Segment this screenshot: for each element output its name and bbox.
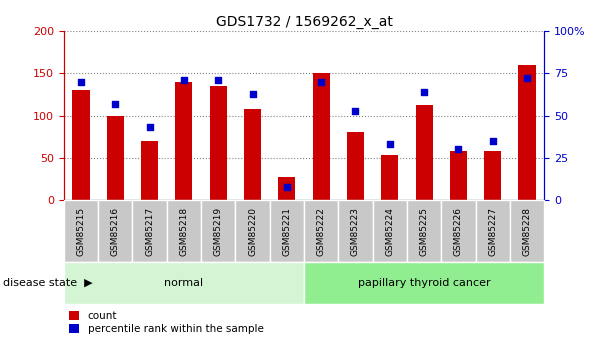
Text: GSM85217: GSM85217 xyxy=(145,207,154,256)
Point xyxy=(351,108,361,113)
Text: GSM85222: GSM85222 xyxy=(317,207,326,256)
Point xyxy=(522,76,532,81)
Bar xyxy=(64,262,304,304)
Bar xyxy=(175,82,193,200)
Text: GSM85228: GSM85228 xyxy=(522,207,531,256)
Bar xyxy=(381,155,398,200)
Point xyxy=(145,125,154,130)
Point xyxy=(179,77,188,83)
Point xyxy=(488,138,497,144)
Point xyxy=(419,89,429,95)
Text: GSM85223: GSM85223 xyxy=(351,207,360,256)
Text: GSM85227: GSM85227 xyxy=(488,207,497,256)
Bar xyxy=(475,200,510,262)
Bar xyxy=(407,200,441,262)
Bar xyxy=(98,200,133,262)
Bar xyxy=(141,141,158,200)
Text: GSM85215: GSM85215 xyxy=(77,207,86,256)
Text: GSM85224: GSM85224 xyxy=(385,207,394,256)
Bar xyxy=(201,200,235,262)
Bar xyxy=(107,116,124,200)
Bar xyxy=(510,200,544,262)
Bar xyxy=(484,151,501,200)
Point xyxy=(111,101,120,107)
Text: normal: normal xyxy=(164,278,204,288)
Bar xyxy=(133,200,167,262)
Text: GSM85220: GSM85220 xyxy=(248,207,257,256)
Bar xyxy=(450,151,467,200)
Point xyxy=(454,147,463,152)
Text: disease state  ▶: disease state ▶ xyxy=(3,278,92,288)
Point xyxy=(316,79,326,85)
Point xyxy=(282,184,292,189)
Point xyxy=(76,79,86,85)
Bar xyxy=(167,200,201,262)
Bar xyxy=(519,65,536,200)
Bar xyxy=(415,106,433,200)
Text: GSM85226: GSM85226 xyxy=(454,207,463,256)
Bar xyxy=(235,200,270,262)
Bar xyxy=(338,200,373,262)
Point xyxy=(385,141,395,147)
Title: GDS1732 / 1569262_x_at: GDS1732 / 1569262_x_at xyxy=(216,14,392,29)
Bar xyxy=(210,86,227,200)
Point xyxy=(213,77,223,83)
Bar xyxy=(72,90,89,200)
Bar xyxy=(304,200,338,262)
Bar xyxy=(373,200,407,262)
Text: papillary thyroid cancer: papillary thyroid cancer xyxy=(358,278,491,288)
Point xyxy=(247,91,257,96)
Legend: count, percentile rank within the sample: count, percentile rank within the sample xyxy=(69,311,264,334)
Text: GSM85225: GSM85225 xyxy=(420,207,429,256)
Text: GSM85219: GSM85219 xyxy=(214,207,223,256)
Bar xyxy=(313,73,330,200)
Bar xyxy=(347,132,364,200)
Bar xyxy=(244,109,261,200)
Bar xyxy=(304,262,544,304)
Bar xyxy=(278,177,295,200)
Bar xyxy=(64,200,98,262)
Text: GSM85221: GSM85221 xyxy=(282,207,291,256)
Text: GSM85218: GSM85218 xyxy=(179,207,188,256)
Text: GSM85216: GSM85216 xyxy=(111,207,120,256)
Bar xyxy=(270,200,304,262)
Bar xyxy=(441,200,475,262)
